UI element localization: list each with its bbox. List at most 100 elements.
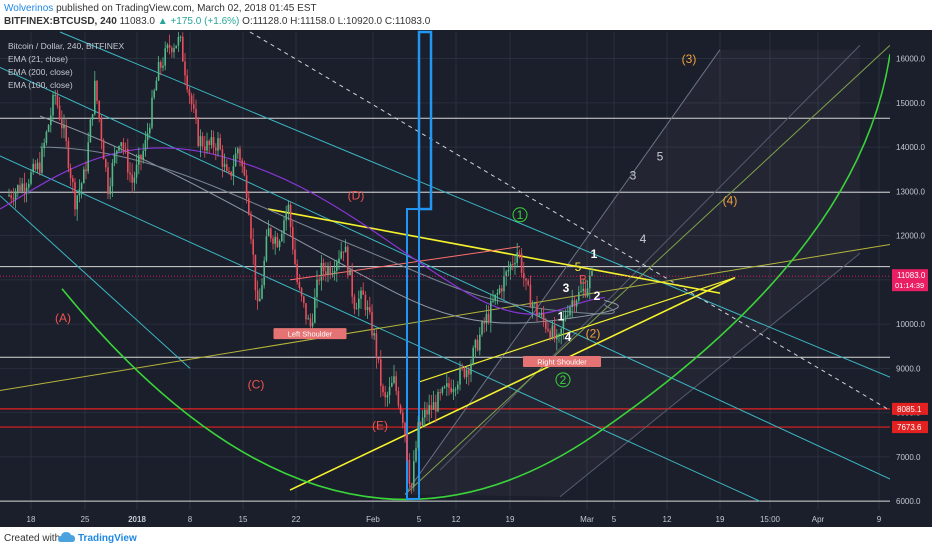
candle-body xyxy=(371,311,373,336)
candle-body xyxy=(364,294,367,311)
candle-body xyxy=(525,278,527,281)
candle-body xyxy=(85,169,87,172)
legend-title: Bitcoin / Dollar, 240, BITFINEX xyxy=(8,41,125,51)
candle-body xyxy=(375,333,378,358)
candle-body xyxy=(424,409,426,418)
level-price-tag xyxy=(892,402,928,415)
candle-body xyxy=(221,149,224,167)
candle-body xyxy=(560,328,562,335)
candle-body xyxy=(545,320,547,329)
candle-body xyxy=(575,300,578,307)
candle-body xyxy=(520,253,523,273)
candle-body xyxy=(338,258,340,263)
candle-body xyxy=(278,240,281,248)
candle-body xyxy=(380,359,382,386)
tradingview-brand[interactable]: TradingView xyxy=(78,533,137,544)
wave-label: (C) xyxy=(248,377,265,391)
price-tick-label: 12000.0 xyxy=(896,232,925,241)
candle-body xyxy=(540,313,543,316)
candle-body xyxy=(168,44,171,48)
candle-body xyxy=(549,330,551,338)
candle-body xyxy=(208,140,210,145)
candle-body xyxy=(314,297,316,323)
candle-body xyxy=(256,290,259,302)
symbol-line: BITFINEX:BTCUSD, 240 11083.0 ▲ +175.0 (+… xyxy=(4,16,430,27)
candle-body xyxy=(353,296,356,309)
ema200-curve xyxy=(0,147,606,315)
wave-label: 1 xyxy=(591,247,598,261)
candle-body xyxy=(483,321,485,324)
candle-body xyxy=(322,262,325,272)
symbol-label: BITFINEX:BTCUSD, 240 xyxy=(4,16,117,27)
candle-body xyxy=(190,95,193,105)
candle-body xyxy=(305,303,307,320)
candle-body xyxy=(54,94,56,96)
candle-body xyxy=(195,108,197,120)
pattern-label: Left Shoulder xyxy=(288,330,333,339)
candle-body xyxy=(250,214,252,240)
candle-body xyxy=(138,154,140,165)
candle-body xyxy=(542,313,545,321)
candle-body xyxy=(494,294,496,301)
candle-body xyxy=(300,288,303,297)
candle-body xyxy=(347,246,349,276)
author-link[interactable]: Wolverinos xyxy=(4,3,54,14)
candle-body xyxy=(419,422,422,426)
level-price-tag-text: 8085.1 xyxy=(897,405,922,414)
parabolic-support-curve xyxy=(61,54,891,501)
candle-body xyxy=(243,166,246,176)
time-tick-label: 19 xyxy=(506,515,515,524)
candle-body xyxy=(197,119,199,147)
candle-body xyxy=(461,367,463,369)
candle-body xyxy=(272,238,274,244)
candle-body xyxy=(465,369,468,378)
candle-body xyxy=(490,301,492,322)
time-tick-label: Apr xyxy=(812,515,825,524)
candle-body xyxy=(215,147,217,151)
candle-body xyxy=(186,75,188,90)
wave-label: 3 xyxy=(630,168,637,182)
candle-body xyxy=(98,100,100,119)
candle-body xyxy=(439,392,441,394)
long-diagonal-line xyxy=(404,44,891,495)
candle-body xyxy=(281,233,283,241)
candle-body xyxy=(219,138,221,150)
candle-body xyxy=(516,252,518,263)
candle-body xyxy=(547,328,549,331)
teal-channel-line xyxy=(59,31,891,378)
candle-body xyxy=(479,334,481,351)
publish-line: Wolverinos published on TradingView.com,… xyxy=(4,3,317,14)
candle-body xyxy=(74,182,76,210)
price-tick-label: 7000.0 xyxy=(896,453,921,462)
candle-body xyxy=(562,318,565,329)
candle-body xyxy=(377,357,380,360)
candle-body xyxy=(573,300,576,307)
candle-body xyxy=(43,143,45,149)
channel-mid-line xyxy=(439,44,861,471)
candle-body xyxy=(193,104,195,109)
candle-body xyxy=(569,306,571,316)
candle-body xyxy=(83,169,85,184)
candle-body xyxy=(362,290,364,295)
candle-body xyxy=(140,154,142,160)
blue-highlight-bar xyxy=(417,30,433,211)
candle-body xyxy=(536,302,538,316)
candle-body xyxy=(184,61,186,76)
candle-body xyxy=(417,422,419,449)
time-tick-label: 19 xyxy=(716,515,725,524)
candle-body xyxy=(133,177,136,183)
candle-body xyxy=(509,264,512,271)
candle-body xyxy=(360,290,362,299)
candle-body xyxy=(153,90,155,98)
candle-body xyxy=(303,296,305,304)
candle-body xyxy=(340,251,342,259)
candle-body xyxy=(58,105,61,120)
candle-body xyxy=(8,195,10,197)
candle-body xyxy=(567,315,569,317)
candle-body xyxy=(171,47,173,53)
candle-body xyxy=(487,313,490,322)
candle-body xyxy=(267,228,270,237)
candle-body xyxy=(518,252,521,254)
